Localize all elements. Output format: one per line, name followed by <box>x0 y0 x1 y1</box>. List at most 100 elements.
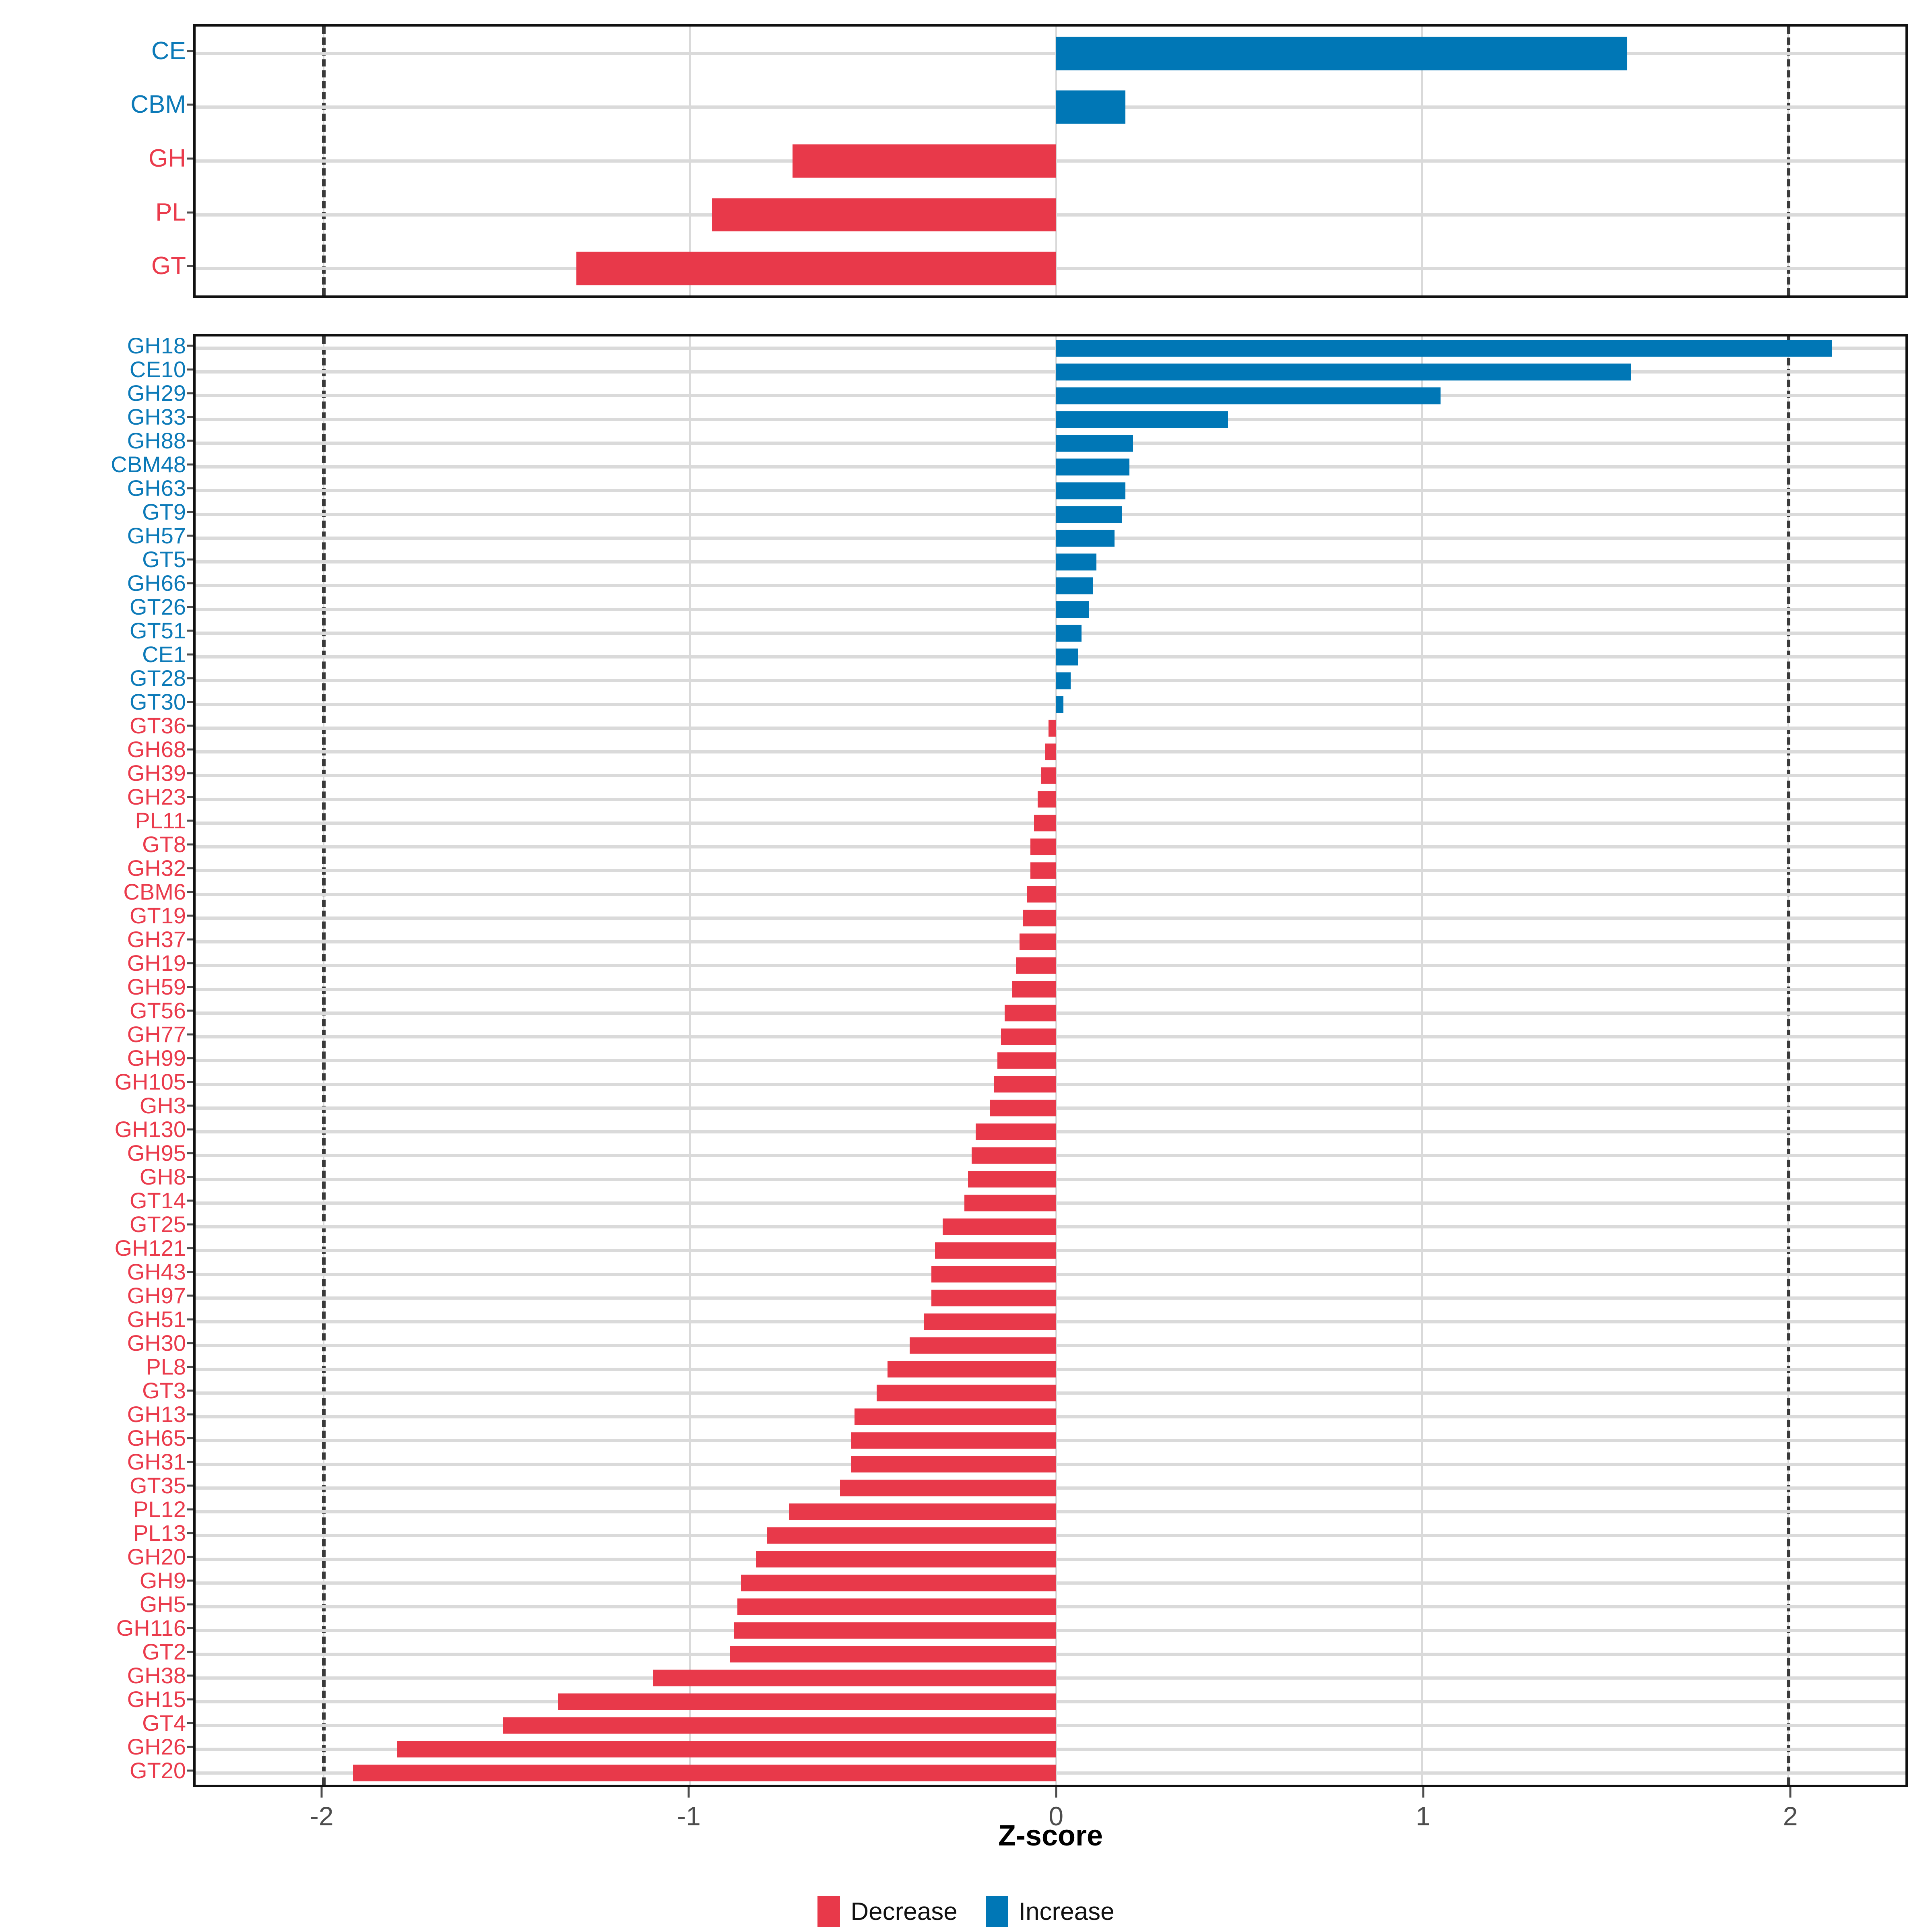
bar[interactable] <box>755 1551 1056 1568</box>
bar[interactable] <box>1056 553 1096 570</box>
bar[interactable] <box>741 1574 1056 1591</box>
bar[interactable] <box>1030 838 1056 855</box>
bar[interactable] <box>1030 862 1056 879</box>
bar[interactable] <box>1056 601 1089 618</box>
bar[interactable] <box>503 1717 1056 1734</box>
bar[interactable] <box>931 1266 1056 1283</box>
row-gridline <box>196 489 1905 493</box>
bar[interactable] <box>935 1242 1056 1259</box>
bar[interactable] <box>855 1408 1056 1425</box>
bar[interactable] <box>1056 625 1082 642</box>
bar[interactable] <box>1056 90 1126 124</box>
legend-label: Decrease <box>850 1897 958 1926</box>
bar[interactable] <box>1056 506 1122 523</box>
bar[interactable] <box>1056 340 1833 357</box>
x-axis-tick-label: 0 <box>1049 1801 1064 1831</box>
bar[interactable] <box>1056 37 1627 70</box>
bar[interactable] <box>1045 743 1056 760</box>
bar[interactable] <box>730 1645 1056 1663</box>
bar[interactable] <box>1056 411 1228 428</box>
y-axis-tick <box>187 1176 193 1178</box>
bar[interactable] <box>558 1693 1056 1710</box>
x-axis-tick <box>1789 1787 1792 1798</box>
y-axis-tick <box>187 1294 193 1297</box>
bar[interactable] <box>1038 791 1056 808</box>
y-axis-label: GH18 <box>127 333 186 359</box>
y-axis-tick <box>187 1627 193 1629</box>
bar[interactable] <box>1034 815 1056 832</box>
bar[interactable] <box>1049 720 1056 737</box>
legend-item[interactable]: Decrease <box>817 1896 958 1927</box>
bar[interactable] <box>1019 933 1056 950</box>
bar[interactable] <box>1056 482 1126 500</box>
bar[interactable] <box>924 1313 1056 1330</box>
bar[interactable] <box>972 1147 1056 1164</box>
bar[interactable] <box>851 1432 1056 1449</box>
bar[interactable] <box>712 198 1056 232</box>
bar[interactable] <box>1005 1005 1056 1022</box>
y-axis-label: CE <box>151 37 186 65</box>
y-axis-tick <box>187 511 193 513</box>
bar[interactable] <box>840 1480 1056 1496</box>
bar[interactable] <box>968 1171 1056 1188</box>
bar[interactable] <box>1023 910 1056 927</box>
y-axis-tick <box>187 1484 193 1487</box>
bar[interactable] <box>1001 1028 1056 1045</box>
bar[interactable] <box>788 1503 1056 1520</box>
bar[interactable] <box>1056 648 1078 665</box>
bar[interactable] <box>1056 696 1063 713</box>
bar[interactable] <box>737 1598 1056 1615</box>
y-axis-label: GH65 <box>127 1425 186 1451</box>
bar[interactable] <box>909 1337 1056 1354</box>
bar[interactable] <box>990 1100 1056 1117</box>
legend-color-swatch <box>985 1896 1008 1927</box>
x-axis-tick <box>320 1787 323 1798</box>
bar[interactable] <box>792 144 1056 178</box>
x-axis-ticks: -2 -1 0 1 2 <box>193 1787 1908 1856</box>
bar[interactable] <box>1012 981 1056 998</box>
cazyme-family-panel: GH18 CE10 GH29 GH33 GH88 CBM48 GH63 GT9 GH57 GT5 G… <box>0 334 1908 1787</box>
bar[interactable] <box>1056 530 1115 547</box>
bar[interactable] <box>964 1195 1056 1212</box>
bar[interactable] <box>1056 672 1071 689</box>
bar[interactable] <box>653 1669 1056 1686</box>
y-axis-label: GT14 <box>129 1187 186 1213</box>
bar[interactable] <box>1056 363 1631 381</box>
bar[interactable] <box>997 1052 1056 1069</box>
bar[interactable] <box>353 1764 1056 1781</box>
bar[interactable] <box>1056 387 1441 405</box>
y-axis-label: GH51 <box>127 1306 186 1332</box>
y-axis-label: GH31 <box>127 1449 186 1474</box>
y-axis-label: GH38 <box>127 1662 186 1688</box>
y-axis-tick <box>187 1199 193 1202</box>
x-axis-tick-label: 2 <box>1783 1801 1798 1831</box>
bar[interactable] <box>1056 458 1129 476</box>
bar[interactable] <box>1056 577 1093 594</box>
y-axis-label: GT19 <box>129 903 186 929</box>
y-axis-tick <box>187 1508 193 1511</box>
bar[interactable] <box>975 1123 1056 1140</box>
bar[interactable] <box>1056 435 1133 452</box>
bar[interactable] <box>576 252 1056 285</box>
y-axis-tick <box>187 1603 193 1606</box>
bar[interactable] <box>1016 957 1056 974</box>
bar[interactable] <box>931 1290 1056 1307</box>
bar[interactable] <box>942 1218 1056 1235</box>
y-axis-label: GH77 <box>127 1022 186 1047</box>
row-gridline <box>196 418 1905 421</box>
bar[interactable] <box>767 1527 1056 1544</box>
legend-item[interactable]: Increase <box>985 1896 1115 1927</box>
bar[interactable] <box>1026 886 1056 903</box>
y-axis-label: GT36 <box>129 713 186 739</box>
y-axis-label: CBM6 <box>123 879 186 905</box>
y-axis-tick <box>187 1128 193 1131</box>
y-axis-label: GH121 <box>114 1235 186 1261</box>
bar[interactable] <box>734 1622 1056 1639</box>
bar[interactable] <box>851 1456 1056 1473</box>
bar[interactable] <box>1041 767 1056 784</box>
bar[interactable] <box>397 1740 1056 1758</box>
bar[interactable] <box>888 1361 1056 1378</box>
bar[interactable] <box>876 1385 1056 1402</box>
bar[interactable] <box>994 1076 1056 1093</box>
y-axis-tick <box>187 1579 193 1582</box>
